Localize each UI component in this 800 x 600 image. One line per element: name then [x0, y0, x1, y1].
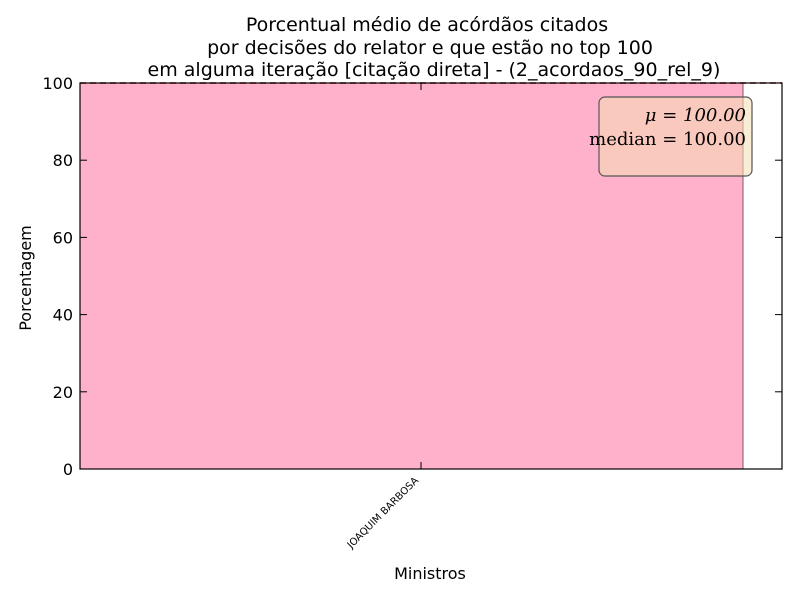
chart-title-line-2: por decisões do relator e que estão no t…: [207, 37, 653, 59]
stats-legend-box: μ = 100.00 median = 100.00: [589, 96, 753, 177]
stats-box-background: [598, 96, 753, 177]
plot-frame: [79, 82, 783, 470]
x-axis-label: Ministros: [394, 564, 466, 583]
y-axis-label: Porcentagem: [16, 225, 35, 331]
y-tick-label-2: 40: [53, 306, 73, 325]
x-category-label-0: JOAQUIM BARBOSA: [345, 475, 421, 551]
y-axis-ticks: 0 20 40 60 80 100: [42, 74, 782, 479]
y-tick-label-4: 80: [53, 151, 73, 170]
y-tick-label-5: 100: [42, 74, 73, 93]
stat-mean-label: μ = 100.00: [645, 105, 746, 126]
y-tick-label-0: 0: [63, 460, 73, 479]
chart-title-line-3: em alguma iteração [citação direta] - (2…: [148, 59, 721, 81]
y-tick-label-3: 60: [53, 228, 73, 247]
y-tick-label-1: 20: [53, 383, 73, 402]
stat-median-label: median = 100.00: [589, 129, 746, 150]
chart-title-line-1: Porcentual médio de acórdãos citados: [246, 14, 608, 36]
